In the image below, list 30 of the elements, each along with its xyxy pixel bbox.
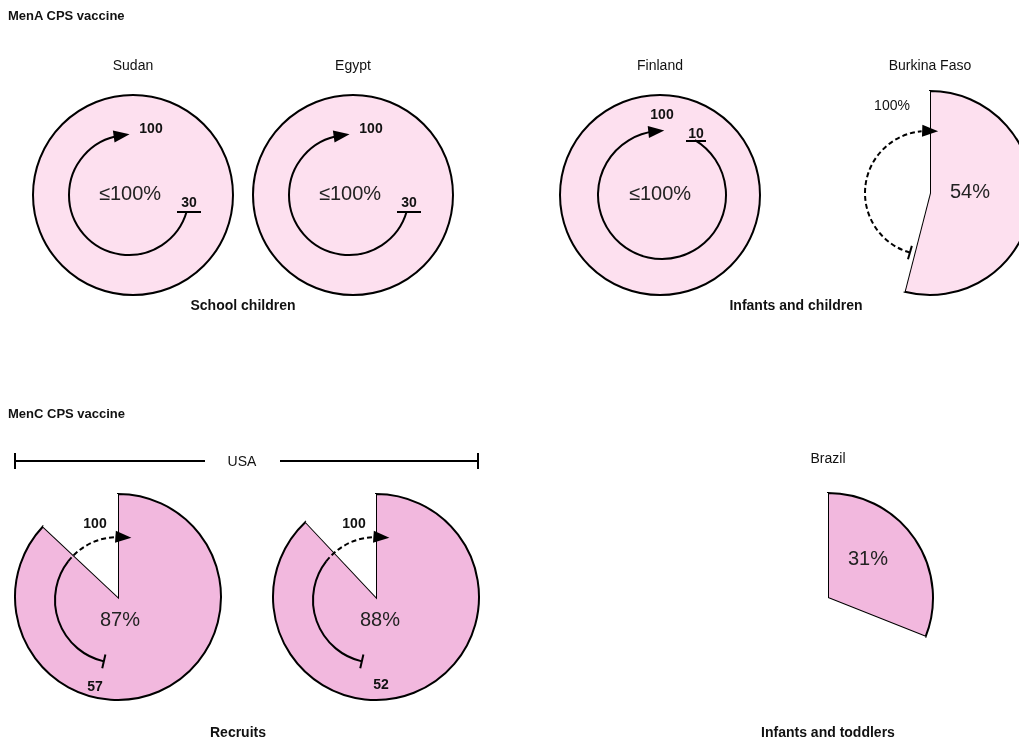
text: USA bbox=[227, 453, 258, 469]
text: Recruits bbox=[209, 724, 267, 740]
data-label: 54% bbox=[949, 180, 991, 203]
text: 52 bbox=[373, 675, 389, 692]
data-label: 88% bbox=[359, 608, 401, 631]
text: School children bbox=[190, 297, 296, 313]
text: 30 bbox=[181, 193, 197, 210]
chart-title: Sudan bbox=[112, 57, 154, 73]
text: 10 bbox=[688, 124, 704, 141]
text: 100% bbox=[874, 96, 910, 113]
text: Infants and toddlers bbox=[761, 724, 896, 740]
text: 100 bbox=[342, 514, 366, 531]
text: Infants and children bbox=[729, 297, 863, 313]
data-label: ≤100% bbox=[318, 182, 382, 205]
text: 57 bbox=[87, 677, 103, 694]
text: 100 bbox=[359, 119, 383, 136]
chart-title: Brazil bbox=[810, 450, 846, 466]
text: 100 bbox=[139, 119, 163, 136]
chart-title: Egypt bbox=[335, 57, 371, 73]
data-label: ≤100% bbox=[628, 182, 692, 205]
data-label: ≤100% bbox=[98, 182, 162, 205]
text: MenA CPS vaccine bbox=[8, 8, 125, 23]
text: MenC CPS vaccine bbox=[8, 406, 126, 421]
data-label: 87% bbox=[99, 608, 141, 631]
text: 30 bbox=[401, 193, 417, 210]
text: 100 bbox=[650, 105, 674, 122]
chart-title: Burkina Faso bbox=[888, 57, 972, 73]
data-label: 31% bbox=[847, 547, 889, 570]
text: 100 bbox=[83, 514, 107, 531]
chart-title: Finland bbox=[637, 57, 683, 73]
